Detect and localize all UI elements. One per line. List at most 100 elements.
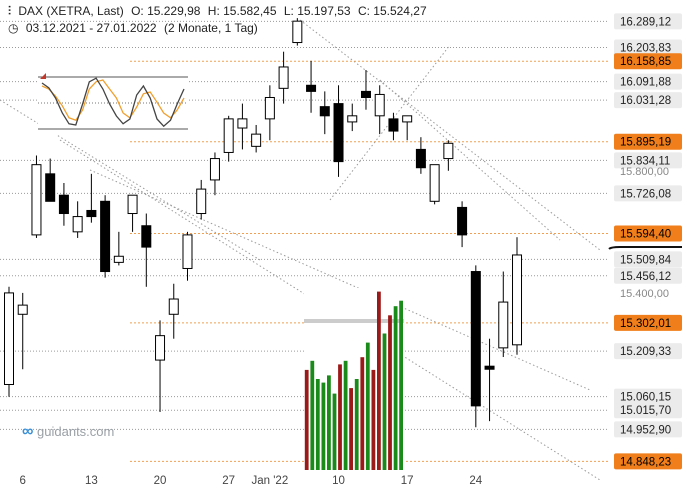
- candle-body: [155, 335, 166, 361]
- candle-body: [141, 225, 152, 248]
- x-axis-tick-label: 6: [20, 475, 26, 487]
- stochastic-line: [41, 79, 185, 121]
- volume-bar: [321, 382, 326, 470]
- volume-bar: [371, 369, 376, 470]
- price-tag: [614, 92, 682, 109]
- watermark: ∞ guidants.com: [22, 423, 114, 441]
- price-tag: [614, 39, 682, 56]
- candle-body: [457, 206, 468, 236]
- volume-bar: [399, 300, 403, 470]
- price-tag-label: 15.509,84: [620, 254, 672, 266]
- volume-bar: [343, 360, 348, 470]
- candle-body: [223, 118, 234, 153]
- volume-bar: [315, 379, 320, 470]
- candle-body: [402, 115, 413, 123]
- candle-body: [168, 298, 179, 315]
- candle-body: [264, 96, 275, 120]
- candle-body: [374, 93, 385, 117]
- price-tag-label: 15.726,08: [620, 188, 671, 200]
- price-tag: [614, 185, 682, 202]
- price-tag-label: 14.848,23: [620, 456, 671, 468]
- trend-line: [379, 79, 561, 241]
- volume-bar: [304, 369, 309, 470]
- price-tag-label: 15.060,15: [620, 392, 671, 404]
- y-axis-tick-label: 15.800,00: [620, 166, 669, 178]
- candle-body: [512, 254, 523, 346]
- volume-bar: [360, 357, 365, 470]
- price-tag: [614, 13, 682, 30]
- volume-panel: [304, 288, 404, 470]
- candle-body: [333, 103, 344, 163]
- candle-body: [31, 164, 42, 236]
- price-tag: [614, 225, 682, 242]
- price-tag: [614, 343, 682, 360]
- candle-body: [58, 194, 69, 215]
- candle-body: [72, 216, 83, 233]
- candle-body: [86, 209, 97, 218]
- price-tag-label: 15.895,19: [620, 137, 671, 149]
- price-tag-label: 16.203,83: [620, 42, 671, 54]
- volume-bar: [393, 306, 398, 470]
- date-range: 03.12.2021 - 27.01.2022: [25, 21, 157, 35]
- current-price-marker: [608, 245, 682, 250]
- candle-body: [4, 292, 14, 386]
- price-tag: [614, 53, 682, 70]
- candle-body: [100, 200, 111, 273]
- volume-bar: [327, 375, 331, 470]
- candle-body: [113, 255, 124, 263]
- price-tag-label: 16.031,28: [620, 95, 671, 107]
- y-axis-tick-label: 15.400,00: [620, 288, 669, 300]
- price-tag-label: 15.594,40: [620, 229, 671, 241]
- open-value: O: 15.229,98: [131, 4, 201, 18]
- volume-bar: [382, 333, 387, 470]
- price-tag-label: 16.158,85: [620, 56, 671, 68]
- x-axis-tick-label: 27: [222, 475, 235, 487]
- x-axis-tick-label: 13: [85, 475, 98, 487]
- price-tag-label: 15.302,01: [620, 318, 671, 330]
- price-tag-label: 14.952,90: [620, 424, 671, 436]
- candle-body: [470, 271, 481, 407]
- trend-line: [299, 19, 601, 251]
- price-tag: [614, 73, 682, 90]
- candle-body: [237, 118, 248, 129]
- price-tag: [614, 152, 682, 169]
- volume-bar: [349, 388, 353, 470]
- price-tag-label: 15.015,70: [620, 405, 671, 417]
- candle-body: [17, 304, 28, 315]
- candle-body: [278, 66, 289, 89]
- trend-line: [0, 99, 261, 261]
- volume-bar: [338, 364, 342, 470]
- volume-bar: [354, 379, 359, 470]
- x-axis-tick-label: 20: [154, 475, 167, 487]
- chart-header-line-1: ⫶ DAX (XETRA, Last) O: 15.229,98 H: 15.5…: [8, 4, 431, 19]
- price-tag: [614, 251, 682, 268]
- chart-type-icon[interactable]: ⫶: [8, 4, 12, 18]
- candle-body: [196, 188, 207, 215]
- candle-body: [498, 301, 509, 349]
- price-tag-label: 15.456,12: [620, 271, 671, 283]
- period-label: (2 Monate, 1 Tag): [163, 21, 258, 35]
- close-value: C: 15.524,27: [357, 4, 427, 18]
- volume-bar: [388, 315, 392, 470]
- price-tag: [614, 421, 682, 438]
- price-tag-label: 16.091,88: [620, 77, 671, 89]
- trend-line: [89, 169, 591, 391]
- candle-body: [127, 194, 138, 215]
- x-axis-tick-label: 10: [332, 475, 345, 487]
- candle-body: [319, 106, 330, 117]
- volume-bar: [365, 342, 370, 470]
- candle-body: [429, 164, 440, 202]
- x-axis-tick-label: Jan '22: [252, 475, 289, 487]
- candle-body: [251, 133, 262, 147]
- candle-body: [209, 158, 220, 181]
- volume-bar: [332, 393, 337, 470]
- price-tag: [614, 314, 682, 331]
- candle-body: [388, 118, 399, 132]
- clock-icon: ◷: [8, 21, 19, 35]
- price-tag: [614, 388, 682, 405]
- chart-header-line-2: ◷ 03.12.2021 - 27.01.2022 (2 Monate, 1 T…: [8, 21, 262, 35]
- low-value: L: 15.197,53: [283, 4, 351, 18]
- candle-body: [347, 115, 358, 123]
- candle-body: [182, 234, 193, 269]
